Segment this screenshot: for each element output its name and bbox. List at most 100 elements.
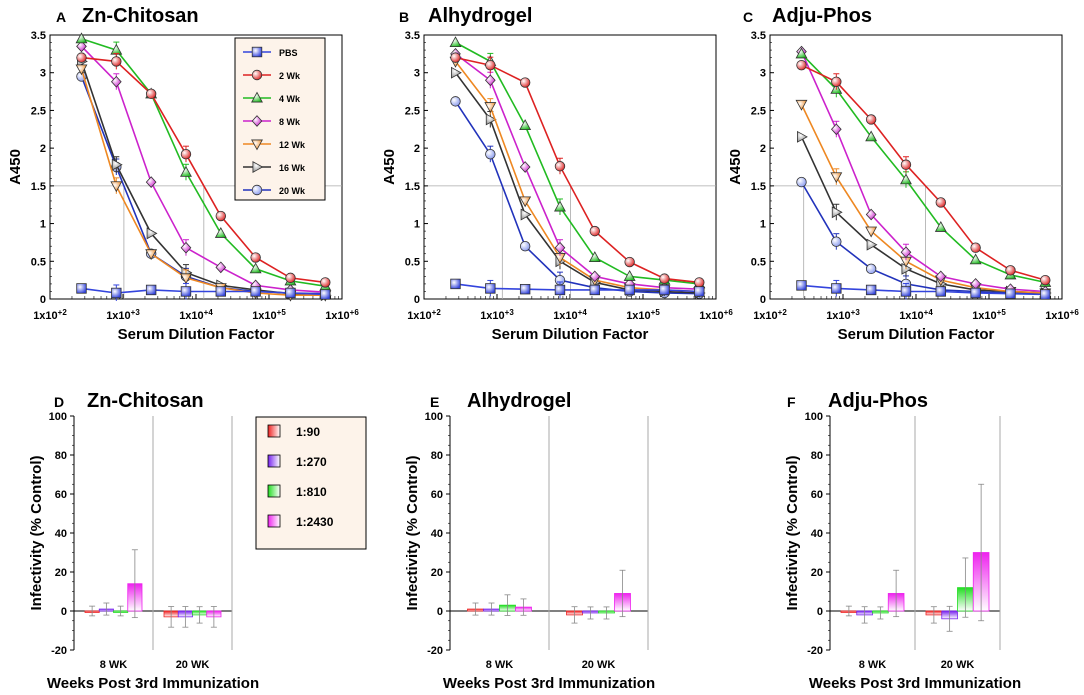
y-tick-label: 0.5 [31,256,46,268]
data-point [694,286,705,297]
x-axis-label: Weeks Post 3rd Immunization [47,675,259,692]
data-point [1040,289,1051,300]
y-tick-label: 100 [49,411,67,423]
series-line-12-wk [80,68,326,297]
panel-letter: B [399,9,409,25]
data-point [796,280,807,291]
y-tick-label: 0.5 [751,256,766,268]
series-line-20-wk [454,100,700,295]
series-line-4-wk [81,38,326,287]
data-point [111,287,122,299]
legend-marker [251,139,263,151]
data-point [485,113,497,126]
legend-label: 1:2430 [296,515,334,529]
legend-swatch [267,454,281,468]
x-tick-label: 1x10+6 [1045,308,1079,322]
data-point [659,273,670,284]
data-point [969,253,982,265]
chart-panel-b: B Alhydrogel 0 0.5 1 1.5 2 2.5 3 3.5 1x10+2 1x10+3 1… [381,5,733,343]
y-tick-label: 0 [61,606,67,618]
x-tick-label: 1x10+3 [480,308,514,322]
data-point [250,286,261,297]
legend-marker [252,161,264,173]
x-tick-label: 1x10+3 [826,308,860,322]
data-point [589,270,601,283]
chart-panel-f: F Adju-Phos -20 0 20 40 60 80 100 8 WK 20 WK Weeks … [784,390,1021,692]
y-tick-label: 2.5 [405,105,420,117]
chart-title: Alhydrogel [467,390,571,412]
series-line-pbs [81,287,326,296]
x-tick-label: 1x10+2 [753,308,787,322]
y-tick-label: 0 [437,606,443,618]
legend-label: 1:270 [296,455,327,469]
x-axis-label: Serum Dilution Factor [492,326,649,343]
y-tick-label: 80 [431,450,443,462]
data-point [180,273,192,285]
data-point [111,158,123,171]
data-point [110,75,122,88]
x-tick-label: 1x10+4 [179,308,213,322]
y-tick-label: 1.5 [751,181,766,193]
data-point [554,284,566,296]
y-tick-label: 2 [40,143,46,155]
data-point [970,287,981,299]
panel-letter: E [430,394,439,410]
y-tick-label: 2.5 [751,105,766,117]
series-line-4-wk [455,41,700,285]
legend-label: 12 Wk [279,140,306,150]
data-point [145,176,157,188]
x-tick-label: 1x10+2 [407,308,441,322]
x-category-label: 20 WK [582,659,616,671]
y-tick-label: -20 [427,645,443,657]
data-point [519,161,531,173]
x-tick-label: 1x10+5 [252,308,286,322]
data-point [180,241,192,254]
data-point [796,59,807,71]
chart-title: Zn-Chitosan [82,5,199,27]
data-point [451,66,462,79]
legend-swatch [267,484,281,498]
data-point [450,278,461,290]
data-point [145,249,158,261]
series-line-pbs [801,284,1046,296]
data-point [249,262,262,274]
series-line-12-wk [454,60,700,293]
y-tick-label: 60 [811,489,823,501]
data-point [320,277,331,288]
data-point [623,270,636,281]
data-point [1040,274,1051,286]
y-tick-label: 3.5 [31,30,46,42]
data-point [520,208,532,221]
y-tick-label: 0 [817,606,823,618]
data-point [450,52,461,63]
y-axis-label: A450 [381,149,398,185]
data-point [485,283,496,294]
data-point [795,99,808,111]
series-line-2-wk [455,56,700,284]
y-axis-label: Infectivity (% Control) [28,455,45,610]
plot-frame [423,34,717,300]
legend-label: 8 Wk [279,117,301,127]
y-tick-label: 1 [760,219,766,231]
data-point [554,241,566,254]
y-tick-label: 2 [414,143,420,155]
legend-marker [251,91,263,103]
series-line-2-wk [801,64,1046,281]
legend-label: 16 Wk [279,163,306,173]
y-tick-label: 3.5 [751,30,766,42]
y-tick-label: 1 [40,219,46,231]
data-point [797,130,808,143]
data-point [900,173,912,185]
y-axis-label: A450 [7,149,24,185]
y-tick-label: 2 [760,143,766,155]
legend-label: 2 Wk [279,71,301,81]
data-point [795,47,808,59]
y-axis-label: A450 [727,149,744,185]
chart-panel-e: E Alhydrogel -20 0 20 40 60 80 100 8 WK 20 WK Weeks… [404,390,655,692]
chart-title: Adju-Phos [828,390,928,412]
x-category-label: 20 WK [941,659,975,671]
data-point [485,59,496,71]
x-tick-label: 1x10+2 [33,308,67,322]
data-point [111,56,122,67]
